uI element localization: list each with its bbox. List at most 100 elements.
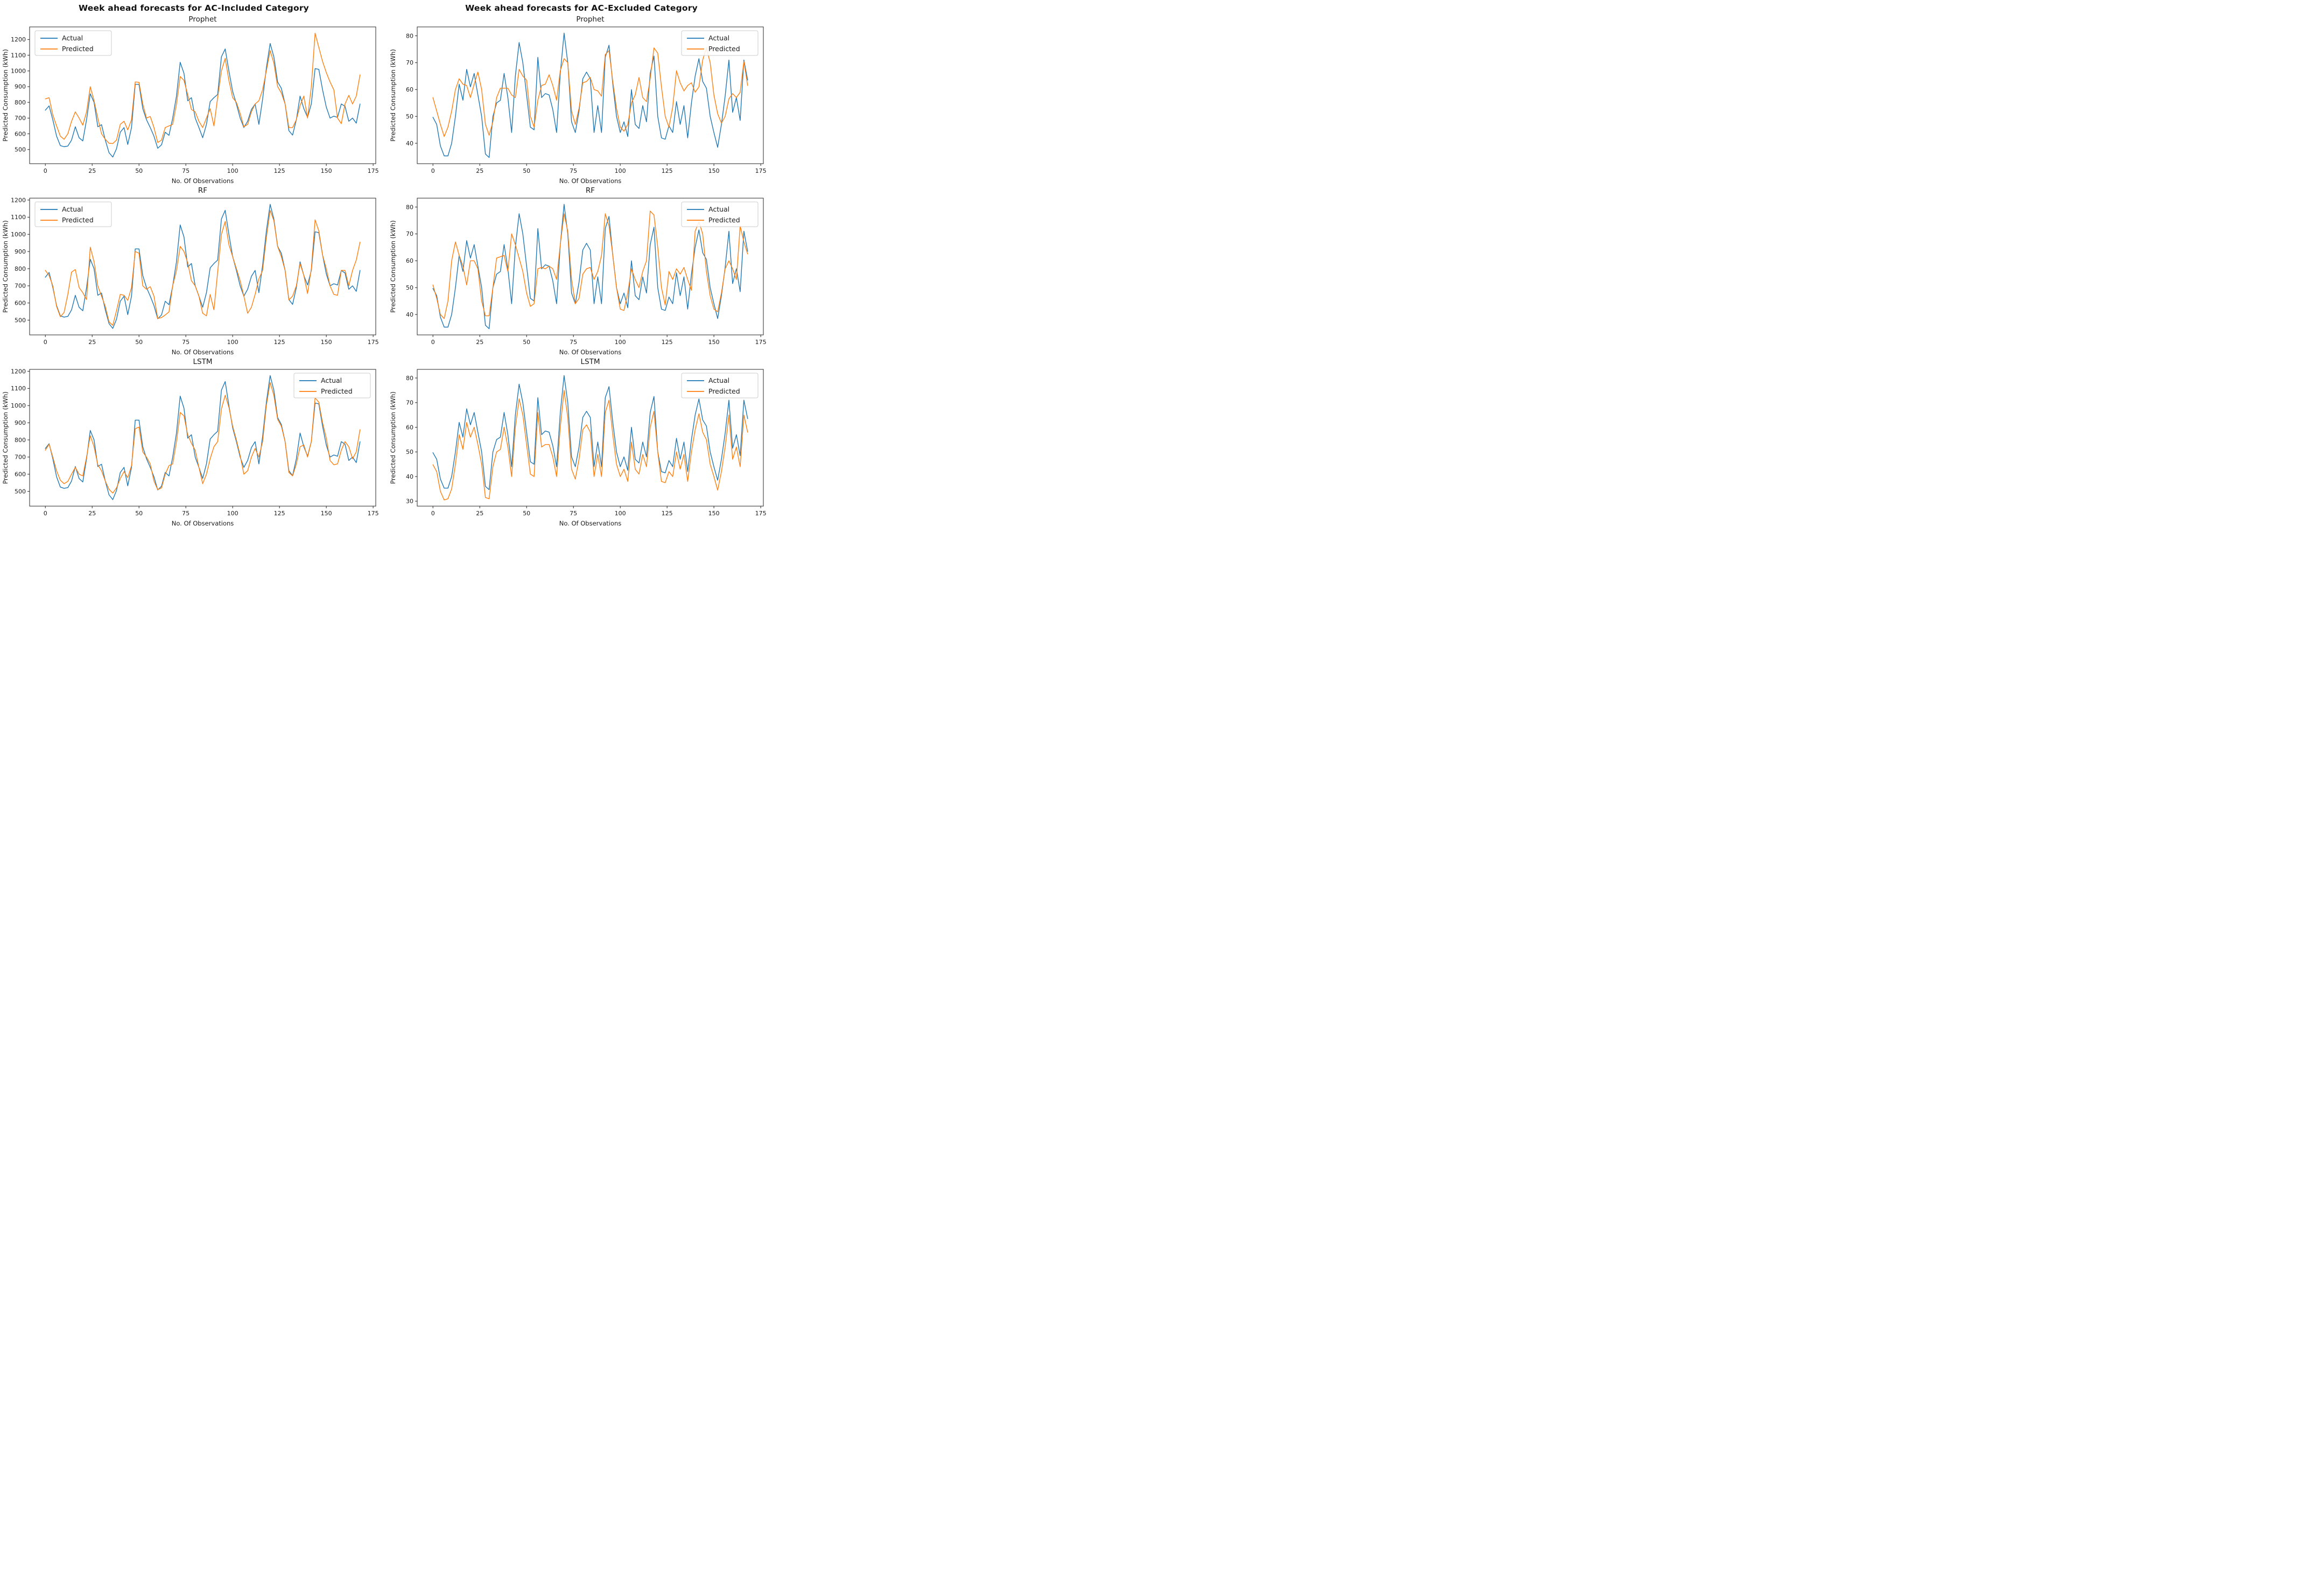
y-tick-label: 1100 <box>11 52 26 59</box>
legend-actual-label: Actual <box>708 34 729 42</box>
subplot-title: RF <box>198 186 207 195</box>
y-axis-label: Predicted Consumption (kWh) <box>2 220 9 313</box>
x-tick-label: 175 <box>368 510 379 517</box>
x-tick-label: 25 <box>88 339 96 346</box>
axes-frame <box>417 198 764 335</box>
x-tick-label: 25 <box>476 510 483 517</box>
x-tick-label: 150 <box>321 339 332 346</box>
left-column-title: Week ahead forecasts for AC-Included Cat… <box>79 3 309 13</box>
legend-predicted-label: Predicted <box>62 45 94 53</box>
actual-line <box>45 204 361 329</box>
x-axis-label: No. Of Observations <box>172 520 234 527</box>
x-tick-label: 150 <box>708 510 720 517</box>
actual-line <box>432 32 748 158</box>
x-tick-label: 125 <box>662 339 673 346</box>
y-axis-label: Predicted Consumption (kWh) <box>2 391 9 484</box>
y-tick-label: 900 <box>15 248 26 255</box>
predicted-line <box>432 390 748 501</box>
actual-line <box>432 375 748 491</box>
subplot-title: RF <box>586 186 595 195</box>
axes-frame <box>417 369 764 507</box>
legend-actual-label: Actual <box>708 376 729 384</box>
legend-actual-label: Actual <box>708 205 729 213</box>
y-axis-label: Predicted Consumption (kWh) <box>389 220 397 313</box>
y-tick-label: 80 <box>406 204 413 211</box>
y-tick-label: 1000 <box>11 231 26 238</box>
x-tick-label: 125 <box>274 339 285 346</box>
y-tick-label: 1100 <box>11 385 26 392</box>
y-axis-label: Predicted Consumption (kWh) <box>389 391 397 484</box>
x-tick-label: 150 <box>708 339 720 346</box>
y-axis-label: Predicted Consumption (kWh) <box>389 49 397 142</box>
legend: Actual Predicted <box>34 30 112 56</box>
x-tick-label: 125 <box>274 167 285 174</box>
y-tick-label: 1200 <box>11 197 26 204</box>
predicted-line <box>45 209 361 326</box>
legend: Actual Predicted <box>681 201 759 227</box>
y-tick-label: 800 <box>15 99 26 106</box>
y-tick-label: 600 <box>15 130 26 137</box>
y-tick-label: 900 <box>15 83 26 90</box>
y-tick-label: 1200 <box>11 368 26 375</box>
figure-canvas: Week ahead forecasts for AC-Included Cat… <box>0 0 775 530</box>
x-tick-label: 75 <box>182 339 189 346</box>
x-tick-label: 25 <box>476 339 483 346</box>
y-tick-label: 1100 <box>11 214 26 221</box>
y-tick-label: 60 <box>406 424 413 431</box>
x-tick-label: 150 <box>708 167 720 174</box>
y-tick-label: 50 <box>406 113 413 120</box>
x-tick-label: 0 <box>44 510 47 517</box>
x-tick-label: 175 <box>368 339 379 346</box>
x-tick-label: 100 <box>227 510 238 517</box>
x-tick-label: 100 <box>615 510 626 517</box>
x-tick-label: 0 <box>431 167 435 174</box>
y-tick-label: 1000 <box>11 68 26 75</box>
x-tick-label: 0 <box>44 339 47 346</box>
y-tick-label: 70 <box>406 400 413 407</box>
legend: Actual Predicted <box>34 201 112 227</box>
y-tick-label: 40 <box>406 140 413 147</box>
axes-frame <box>417 26 764 164</box>
y-tick-label: 60 <box>406 86 413 93</box>
y-tick-label: 1000 <box>11 402 26 409</box>
legend-predicted-label: Predicted <box>321 387 353 395</box>
y-tick-label: 80 <box>406 32 413 39</box>
x-tick-label: 175 <box>368 167 379 174</box>
x-tick-label: 125 <box>662 510 673 517</box>
legend: Actual Predicted <box>681 30 759 56</box>
x-tick-label: 0 <box>431 339 435 346</box>
y-tick-label: 50 <box>406 449 413 456</box>
x-tick-label: 50 <box>135 167 143 174</box>
predicted-line <box>45 33 361 144</box>
y-tick-label: 600 <box>15 471 26 478</box>
subplot-title: Prophet <box>188 15 216 24</box>
y-tick-label: 70 <box>406 230 413 237</box>
x-tick-label: 125 <box>662 167 673 174</box>
y-tick-label: 40 <box>406 311 413 318</box>
legend-predicted-label: Predicted <box>62 216 94 224</box>
x-tick-label: 100 <box>615 167 626 174</box>
x-axis-label: No. Of Observations <box>172 348 234 356</box>
axes-frame <box>29 26 376 164</box>
y-tick-label: 60 <box>406 257 413 264</box>
x-tick-label: 75 <box>182 510 189 517</box>
suptitle-row: Week ahead forecasts for AC-Included Cat… <box>0 0 775 13</box>
x-tick-label: 50 <box>135 510 143 517</box>
x-tick-label: 50 <box>135 339 143 346</box>
x-tick-label: 100 <box>615 339 626 346</box>
x-axis-label: No. Of Observations <box>559 177 622 185</box>
plot-rf-ac-excluded: 0 25 50 75 100 125 150 175 40 50 60 70 80 RF No. Of Ob… <box>389 186 767 356</box>
y-tick-label: 40 <box>406 473 413 480</box>
legend-actual-label: Actual <box>321 376 342 384</box>
x-axis-label: No. Of Observations <box>559 520 622 527</box>
plot-prophet-ac-excluded: 0 25 50 75 100 125 150 175 40 50 60 70 80 Prophet No. … <box>389 15 767 185</box>
x-tick-label: 50 <box>523 339 530 346</box>
y-tick-label: 50 <box>406 284 413 291</box>
x-axis-label: No. Of Observations <box>559 348 622 356</box>
y-tick-label: 500 <box>15 146 26 153</box>
legend-predicted-label: Predicted <box>708 216 740 224</box>
subplot-rf-ac-excluded: 0 25 50 75 100 125 150 175 40 50 60 70 80 RF No. Of Ob… <box>388 185 775 356</box>
legend-actual-label: Actual <box>62 34 83 42</box>
x-tick-label: 0 <box>44 167 47 174</box>
subplot-rf-ac-included: 0 25 50 75 100 125 150 175 500 600 700 800 900 1000 11… <box>0 185 388 356</box>
